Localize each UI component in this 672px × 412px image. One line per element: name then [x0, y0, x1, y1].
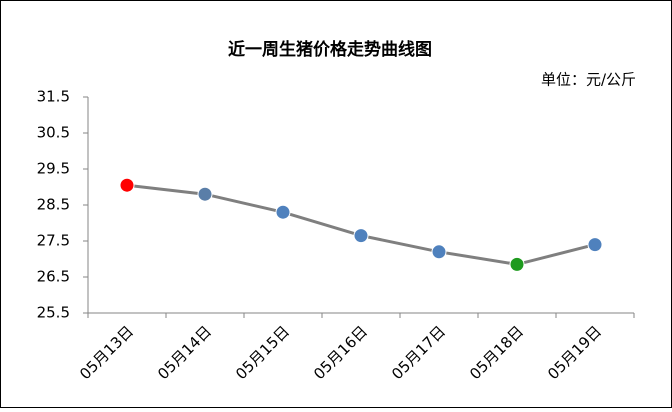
y-tick-label: 27.5 [37, 232, 70, 250]
y-tick-label: 28.5 [37, 196, 70, 214]
point [509, 256, 525, 272]
point [431, 244, 447, 260]
point [587, 237, 603, 253]
y-tick-label: 31.5 [37, 88, 70, 106]
chart-title: 近一周生猪价格走势曲线图 [228, 39, 432, 60]
y-tick-label: 29.5 [37, 160, 70, 178]
unit-note: 单位：元/公斤 [541, 71, 636, 89]
point [275, 204, 291, 220]
y-tick-label: 30.5 [37, 124, 70, 142]
point [197, 186, 213, 202]
y-tick-label: 26.5 [37, 268, 70, 286]
point [119, 177, 135, 193]
y-tick-label: 25.5 [37, 304, 70, 322]
point [353, 228, 369, 244]
